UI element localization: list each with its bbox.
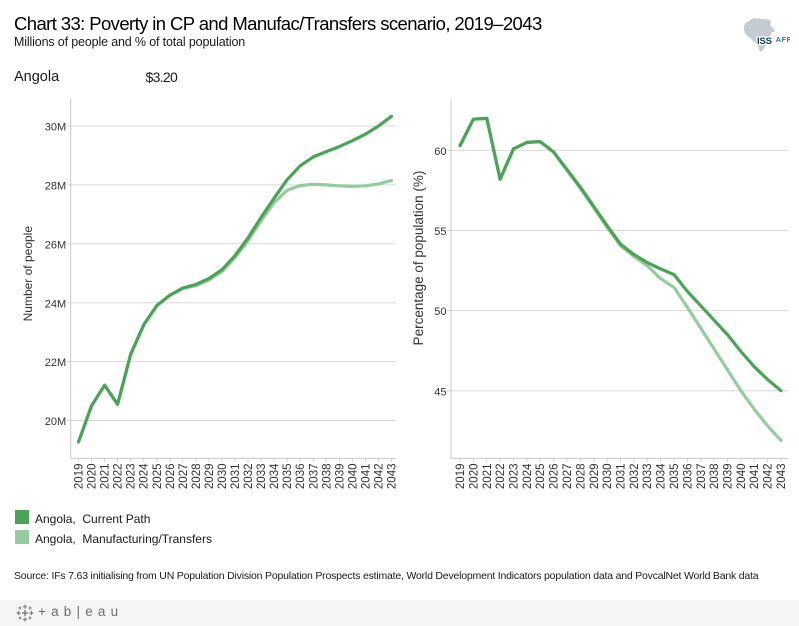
svg-text:2020: 2020 [87,464,99,490]
svg-text:24M: 24M [45,298,66,310]
svg-text:2020: 2020 [468,464,480,490]
svg-text:2032: 2032 [629,464,641,490]
svg-text:2036: 2036 [295,464,307,490]
svg-text:22M: 22M [45,357,66,369]
svg-text:2039: 2039 [723,464,735,490]
svg-text:Percentage of population (%): Percentage of population (%) [411,171,426,346]
svg-text:2028: 2028 [191,464,203,490]
svg-text:2043: 2043 [776,464,788,490]
svg-text:2024: 2024 [139,463,151,489]
svg-text:2026: 2026 [549,464,561,490]
svg-text:45: 45 [434,386,446,398]
svg-text:2026: 2026 [165,464,177,490]
svg-text:2040: 2040 [347,464,359,490]
svg-text:2022: 2022 [113,464,125,490]
svg-text:2022: 2022 [495,464,507,490]
svg-text:2036: 2036 [682,464,694,490]
svg-text:2040: 2040 [736,464,748,490]
svg-text:2029: 2029 [204,464,216,490]
svg-text:2034: 2034 [656,463,668,489]
svg-text:2033: 2033 [256,464,268,490]
svg-text:55: 55 [434,226,446,238]
svg-text:2038: 2038 [321,464,333,490]
svg-text:2032: 2032 [243,464,255,490]
svg-text:2038: 2038 [709,464,721,490]
svg-text:2041: 2041 [360,464,372,490]
svg-text:ISS: ISS [757,36,772,47]
svg-text:2034: 2034 [269,463,281,489]
svg-text:2025: 2025 [152,464,164,490]
svg-text:2043: 2043 [387,464,399,490]
svg-text:50: 50 [434,306,446,318]
svg-text:2031: 2031 [616,464,628,490]
svg-text:2035: 2035 [282,464,294,490]
svg-text:2025: 2025 [535,464,547,490]
svg-text:2035: 2035 [669,464,681,490]
svg-text:30M: 30M [45,122,66,134]
svg-text:2042: 2042 [763,464,775,490]
svg-text:AFRICA: AFRICA [776,35,790,44]
svg-text:2037: 2037 [308,464,320,490]
svg-text:2021: 2021 [482,464,494,490]
svg-text:20M: 20M [45,416,66,428]
svg-text:2023: 2023 [509,464,521,490]
svg-text:2030: 2030 [602,464,614,490]
svg-text:26M: 26M [45,239,66,251]
svg-text:2028: 2028 [575,464,587,490]
svg-text:2019: 2019 [74,464,86,490]
svg-text:2023: 2023 [126,464,138,490]
svg-text:2031: 2031 [230,464,242,490]
svg-text:2027: 2027 [178,464,190,490]
svg-text:28M: 28M [45,181,66,193]
svg-text:2030: 2030 [217,464,229,490]
svg-text:2033: 2033 [642,464,654,490]
svg-text:2042: 2042 [374,464,386,490]
svg-text:2024: 2024 [522,463,534,489]
svg-text:2029: 2029 [589,464,601,490]
svg-text:2037: 2037 [696,464,708,490]
svg-text:2019: 2019 [455,464,467,490]
svg-text:60: 60 [434,146,446,158]
svg-text:2027: 2027 [562,464,574,490]
svg-text:2021: 2021 [100,464,112,490]
svg-text:2039: 2039 [334,464,346,490]
svg-text:2041: 2041 [749,464,761,490]
svg-text:Number of people: Number of people [21,226,35,322]
